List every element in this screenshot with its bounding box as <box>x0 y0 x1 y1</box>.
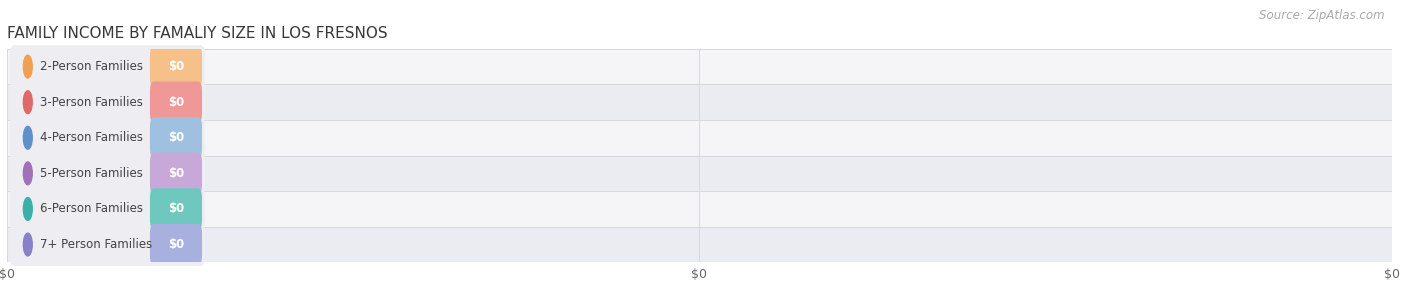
Circle shape <box>24 91 32 113</box>
Circle shape <box>24 126 32 149</box>
Text: 5-Person Families: 5-Person Families <box>41 167 143 180</box>
Text: $0: $0 <box>167 167 184 180</box>
Text: 3-Person Families: 3-Person Families <box>41 96 143 109</box>
Text: 7+ Person Families: 7+ Person Families <box>41 238 152 251</box>
FancyBboxPatch shape <box>150 46 202 87</box>
Text: $0: $0 <box>167 96 184 109</box>
FancyBboxPatch shape <box>150 224 202 265</box>
FancyBboxPatch shape <box>150 188 202 230</box>
Text: FAMILY INCOME BY FAMALIY SIZE IN LOS FRESNOS: FAMILY INCOME BY FAMALIY SIZE IN LOS FRE… <box>7 26 388 41</box>
Text: 4-Person Families: 4-Person Families <box>41 131 143 144</box>
FancyBboxPatch shape <box>150 153 202 194</box>
Bar <box>7 120 1392 156</box>
Text: $0: $0 <box>167 238 184 251</box>
Bar <box>7 191 1392 227</box>
FancyBboxPatch shape <box>10 223 205 266</box>
Text: Source: ZipAtlas.com: Source: ZipAtlas.com <box>1260 9 1385 22</box>
Bar <box>7 156 1392 191</box>
Text: $0: $0 <box>167 203 184 215</box>
FancyBboxPatch shape <box>150 81 202 123</box>
FancyBboxPatch shape <box>10 117 205 159</box>
FancyBboxPatch shape <box>10 188 205 230</box>
Bar <box>7 84 1392 120</box>
Circle shape <box>24 55 32 78</box>
Circle shape <box>24 198 32 220</box>
Text: 6-Person Families: 6-Person Families <box>41 203 143 215</box>
FancyBboxPatch shape <box>10 45 205 88</box>
Bar <box>7 227 1392 262</box>
Text: 2-Person Families: 2-Person Families <box>41 60 143 73</box>
FancyBboxPatch shape <box>10 152 205 195</box>
Circle shape <box>24 233 32 256</box>
Circle shape <box>24 162 32 185</box>
Bar <box>7 49 1392 84</box>
FancyBboxPatch shape <box>10 81 205 124</box>
Text: $0: $0 <box>167 131 184 144</box>
FancyBboxPatch shape <box>150 117 202 158</box>
Text: $0: $0 <box>167 60 184 73</box>
